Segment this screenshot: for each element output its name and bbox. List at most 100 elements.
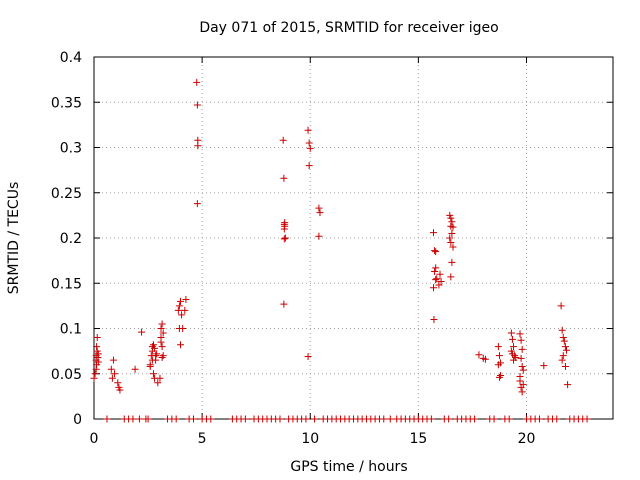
data-point	[432, 248, 440, 256]
data-point	[427, 415, 435, 423]
data-point	[154, 379, 162, 387]
data-point	[94, 358, 102, 366]
data-point	[316, 209, 324, 217]
x-axis-title: GPS time / hours	[290, 459, 407, 475]
data-point	[448, 218, 456, 226]
data-point	[447, 214, 455, 222]
data-point	[281, 234, 289, 242]
data-point	[431, 267, 439, 275]
data-point	[495, 373, 503, 381]
data-point	[281, 219, 289, 227]
data-point	[448, 229, 456, 237]
data-point	[559, 334, 567, 342]
data-point	[175, 325, 183, 332]
data-point	[280, 300, 288, 308]
data-point	[91, 370, 99, 378]
data-point	[157, 334, 165, 342]
data-point	[430, 315, 438, 323]
data-point	[103, 415, 111, 423]
data-point	[518, 345, 526, 353]
data-point	[583, 415, 591, 423]
data-point	[517, 354, 525, 362]
data-point	[560, 337, 568, 345]
data-point	[159, 352, 167, 360]
data-point	[315, 232, 323, 240]
data-point	[430, 284, 438, 292]
data-point	[153, 350, 161, 358]
data-point	[448, 258, 456, 266]
y-tick-label: 0.05	[51, 367, 82, 383]
data-point	[315, 204, 323, 212]
y-tick-label: 0.1	[60, 322, 82, 338]
data-point	[159, 329, 167, 337]
data-point	[445, 415, 453, 423]
data-point	[304, 353, 312, 361]
data-point	[149, 341, 157, 349]
data-point	[174, 306, 182, 314]
data-point	[471, 415, 479, 423]
data-points	[90, 78, 591, 423]
data-point	[182, 296, 190, 304]
data-point	[497, 372, 505, 380]
data-point	[114, 379, 122, 387]
data-point	[181, 306, 189, 314]
data-point	[518, 388, 526, 396]
data-point	[177, 341, 184, 349]
data-point	[431, 247, 439, 255]
data-point	[93, 334, 101, 342]
data-point	[148, 356, 156, 364]
data-point	[437, 277, 445, 285]
data-point	[305, 139, 313, 147]
data-point	[311, 415, 319, 423]
data-point	[380, 415, 388, 423]
data-point	[517, 383, 525, 391]
data-point	[156, 374, 164, 382]
data-point	[507, 329, 515, 337]
plot-frame	[93, 56, 614, 420]
x-tick-label: 20	[518, 431, 536, 447]
x-tick-label: 5	[198, 431, 207, 447]
data-point	[563, 346, 571, 354]
data-point	[157, 325, 165, 332]
data-point	[276, 415, 284, 423]
data-point	[447, 239, 455, 247]
data-point	[177, 297, 184, 305]
data-point	[175, 302, 183, 310]
data-point	[172, 415, 180, 423]
data-point	[561, 343, 569, 351]
data-point	[131, 365, 139, 373]
data-point	[135, 415, 143, 423]
data-point	[111, 370, 119, 378]
data-point	[475, 351, 483, 359]
data-point	[449, 243, 457, 251]
data-point	[490, 415, 498, 423]
x-tick-label: 0	[90, 431, 99, 447]
data-point	[302, 415, 310, 423]
data-point	[559, 352, 567, 360]
x-tick-label: 15	[409, 431, 427, 447]
data-point	[280, 235, 288, 243]
data-point	[158, 320, 166, 328]
y-tick-label: 0	[73, 412, 82, 428]
data-point	[144, 415, 152, 423]
data-point	[107, 365, 115, 373]
data-point	[193, 101, 201, 109]
data-point	[189, 415, 197, 423]
data-point	[432, 264, 440, 272]
y-tick-label: 0.25	[51, 186, 82, 202]
data-point	[510, 356, 518, 364]
grid-lines	[94, 57, 613, 419]
chart-title: Day 071 of 2015, SRMTID for receiver ige…	[199, 20, 498, 36]
data-point	[433, 275, 441, 283]
axis-ticks: 0 0.05 0.1 0.15 0.2 0.25 0.3 0.35 0.4 0 5 10 15 20	[51, 50, 613, 447]
data-point	[193, 200, 201, 208]
y-tick-label: 0.15	[51, 276, 82, 292]
data-point	[90, 374, 98, 382]
data-point	[149, 370, 157, 378]
data-point	[116, 386, 124, 394]
data-point	[518, 363, 526, 371]
data-point	[553, 415, 561, 423]
data-point	[430, 229, 438, 237]
data-point	[146, 363, 154, 371]
